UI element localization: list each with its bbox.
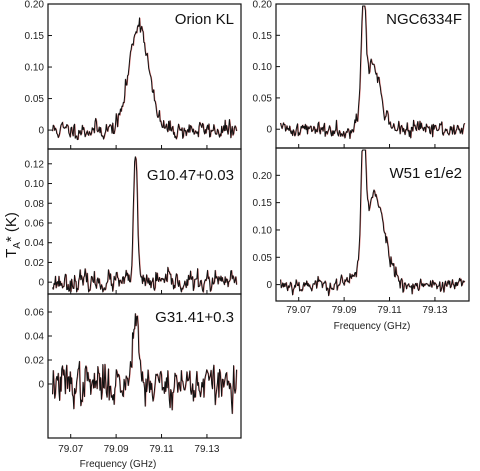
y-tick-label: 0.06 (25, 218, 45, 229)
x-tick-label: 79.13 (194, 444, 219, 455)
y-tick-label: 0.02 (25, 258, 45, 269)
y-tick-label: 0.15 (253, 31, 273, 42)
spectrum-line (280, 5, 465, 140)
spectrum-fit-line (52, 17, 238, 141)
y-tick-label: 0.02 (25, 356, 45, 367)
panel-source-label: G31.41+0.3 (155, 309, 234, 326)
spectrum-line (52, 156, 237, 293)
x-tick-label: 79.09 (332, 305, 357, 316)
x-tick-label: 79.11 (149, 444, 174, 455)
y-tick-label: 0.15 (253, 198, 273, 209)
panel-w51-e1-e2: 0.20 0.15 0.10 0.05 0 79.07 79.09 79.11 79.13 W51… (253, 147, 470, 316)
y-tick-label: 0 (266, 280, 272, 291)
y-tick-label: 0 (38, 126, 44, 137)
panel-source-label: NGC6334F (386, 11, 462, 28)
y-tick-label: 0.04 (25, 332, 45, 343)
y-tick-label: 0 (38, 380, 44, 391)
y-tick-label: 0.20 (253, 171, 273, 182)
y-tick-label: 0 (266, 125, 272, 136)
x-tick-label: 79.07 (286, 305, 311, 316)
panel-frame (275, 147, 470, 302)
x-tick-label: 79.07 (58, 444, 83, 455)
y-tick-label: 0.10 (253, 62, 273, 73)
y-tick-label: 0.10 (253, 225, 273, 236)
y-tick-label: 0.06 (25, 308, 45, 319)
x-tick-label: 79.13 (422, 305, 447, 316)
y-tick-label: 0.15 (25, 31, 45, 42)
y-tick-label: 0.05 (253, 253, 273, 264)
panel-orion-kl: 0.20 0.15 0.10 0.05 0 Orion KL (25, 0, 242, 150)
x-axis-title-right: Frequency (GHz) (334, 321, 411, 332)
y-tick-label: 0.20 (25, 0, 45, 11)
panel-source-label: G10.47+0.03 (147, 167, 234, 184)
spectrum-line (280, 149, 465, 297)
spectrum-line (52, 17, 237, 141)
panel-ngc6334f: 0.20 0.15 0.10 0.05 0 NGC6334F (253, 0, 470, 149)
y-tick-label: 0.08 (25, 199, 45, 210)
panel-frame (47, 293, 242, 439)
y-tick-label: 0.12 (25, 159, 45, 170)
y-axis-title: TA* (K) (3, 212, 23, 258)
x-tick-label: 79.09 (104, 444, 129, 455)
panel-source-label: W51 e1/e2 (389, 165, 462, 182)
panel-g31-41-0-3: 0.06 0.04 0.02 0 79.07 79.09 79.11 79.13 G31.41+… (25, 293, 242, 455)
spectrum-fit-line (52, 313, 238, 414)
panel-g10-47-0-03: 0.12 0.10 0.08 0.06 0.04 0.02 0 G10.47+0.03 (25, 148, 242, 295)
y-tick-label: 0.04 (25, 238, 45, 249)
spectra-panels: 0.20 0.15 0.10 0.05 0 Orion KL 0.12 0.10 0.08 0.0… (25, 0, 470, 455)
x-tick-label: 79.11 (377, 305, 402, 316)
y-tick-label: 0.20 (253, 0, 273, 11)
x-axis-title-left: Frequency (GHz) (80, 459, 157, 470)
panel-source-label: Orion KL (175, 11, 234, 28)
y-tick-label: 0.05 (25, 94, 45, 105)
spectrum-line (52, 313, 237, 415)
y-tick-label: 0.10 (25, 179, 45, 190)
y-tick-label: 0.05 (253, 93, 273, 104)
y-tick-label: 0.10 (25, 63, 45, 74)
y-tick-label: 0 (38, 278, 44, 289)
